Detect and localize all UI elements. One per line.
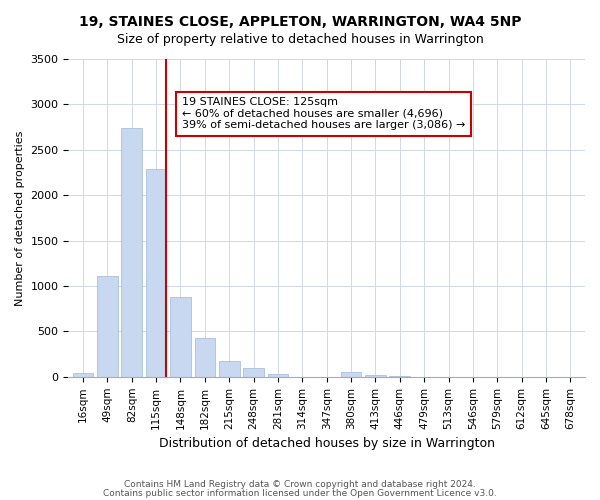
Bar [268,374,289,377]
Text: Size of property relative to detached houses in Warrington: Size of property relative to detached ho… [116,32,484,46]
Bar [97,276,118,377]
Bar [389,376,410,377]
Bar [341,372,361,377]
Bar [121,128,142,377]
Bar [365,374,386,377]
Text: Contains public sector information licensed under the Open Government Licence v3: Contains public sector information licen… [103,488,497,498]
X-axis label: Distribution of detached houses by size in Warrington: Distribution of detached houses by size … [159,437,495,450]
Text: 19, STAINES CLOSE, APPLETON, WARRINGTON, WA4 5NP: 19, STAINES CLOSE, APPLETON, WARRINGTON,… [79,15,521,29]
Bar [73,373,94,377]
Bar [219,361,239,377]
Text: Contains HM Land Registry data © Crown copyright and database right 2024.: Contains HM Land Registry data © Crown c… [124,480,476,489]
Bar [170,297,191,377]
Text: 19 STAINES CLOSE: 125sqm
← 60% of detached houses are smaller (4,696)
39% of sem: 19 STAINES CLOSE: 125sqm ← 60% of detach… [182,97,466,130]
Bar [194,338,215,377]
Bar [243,368,264,377]
Bar [146,169,166,377]
Y-axis label: Number of detached properties: Number of detached properties [15,130,25,306]
